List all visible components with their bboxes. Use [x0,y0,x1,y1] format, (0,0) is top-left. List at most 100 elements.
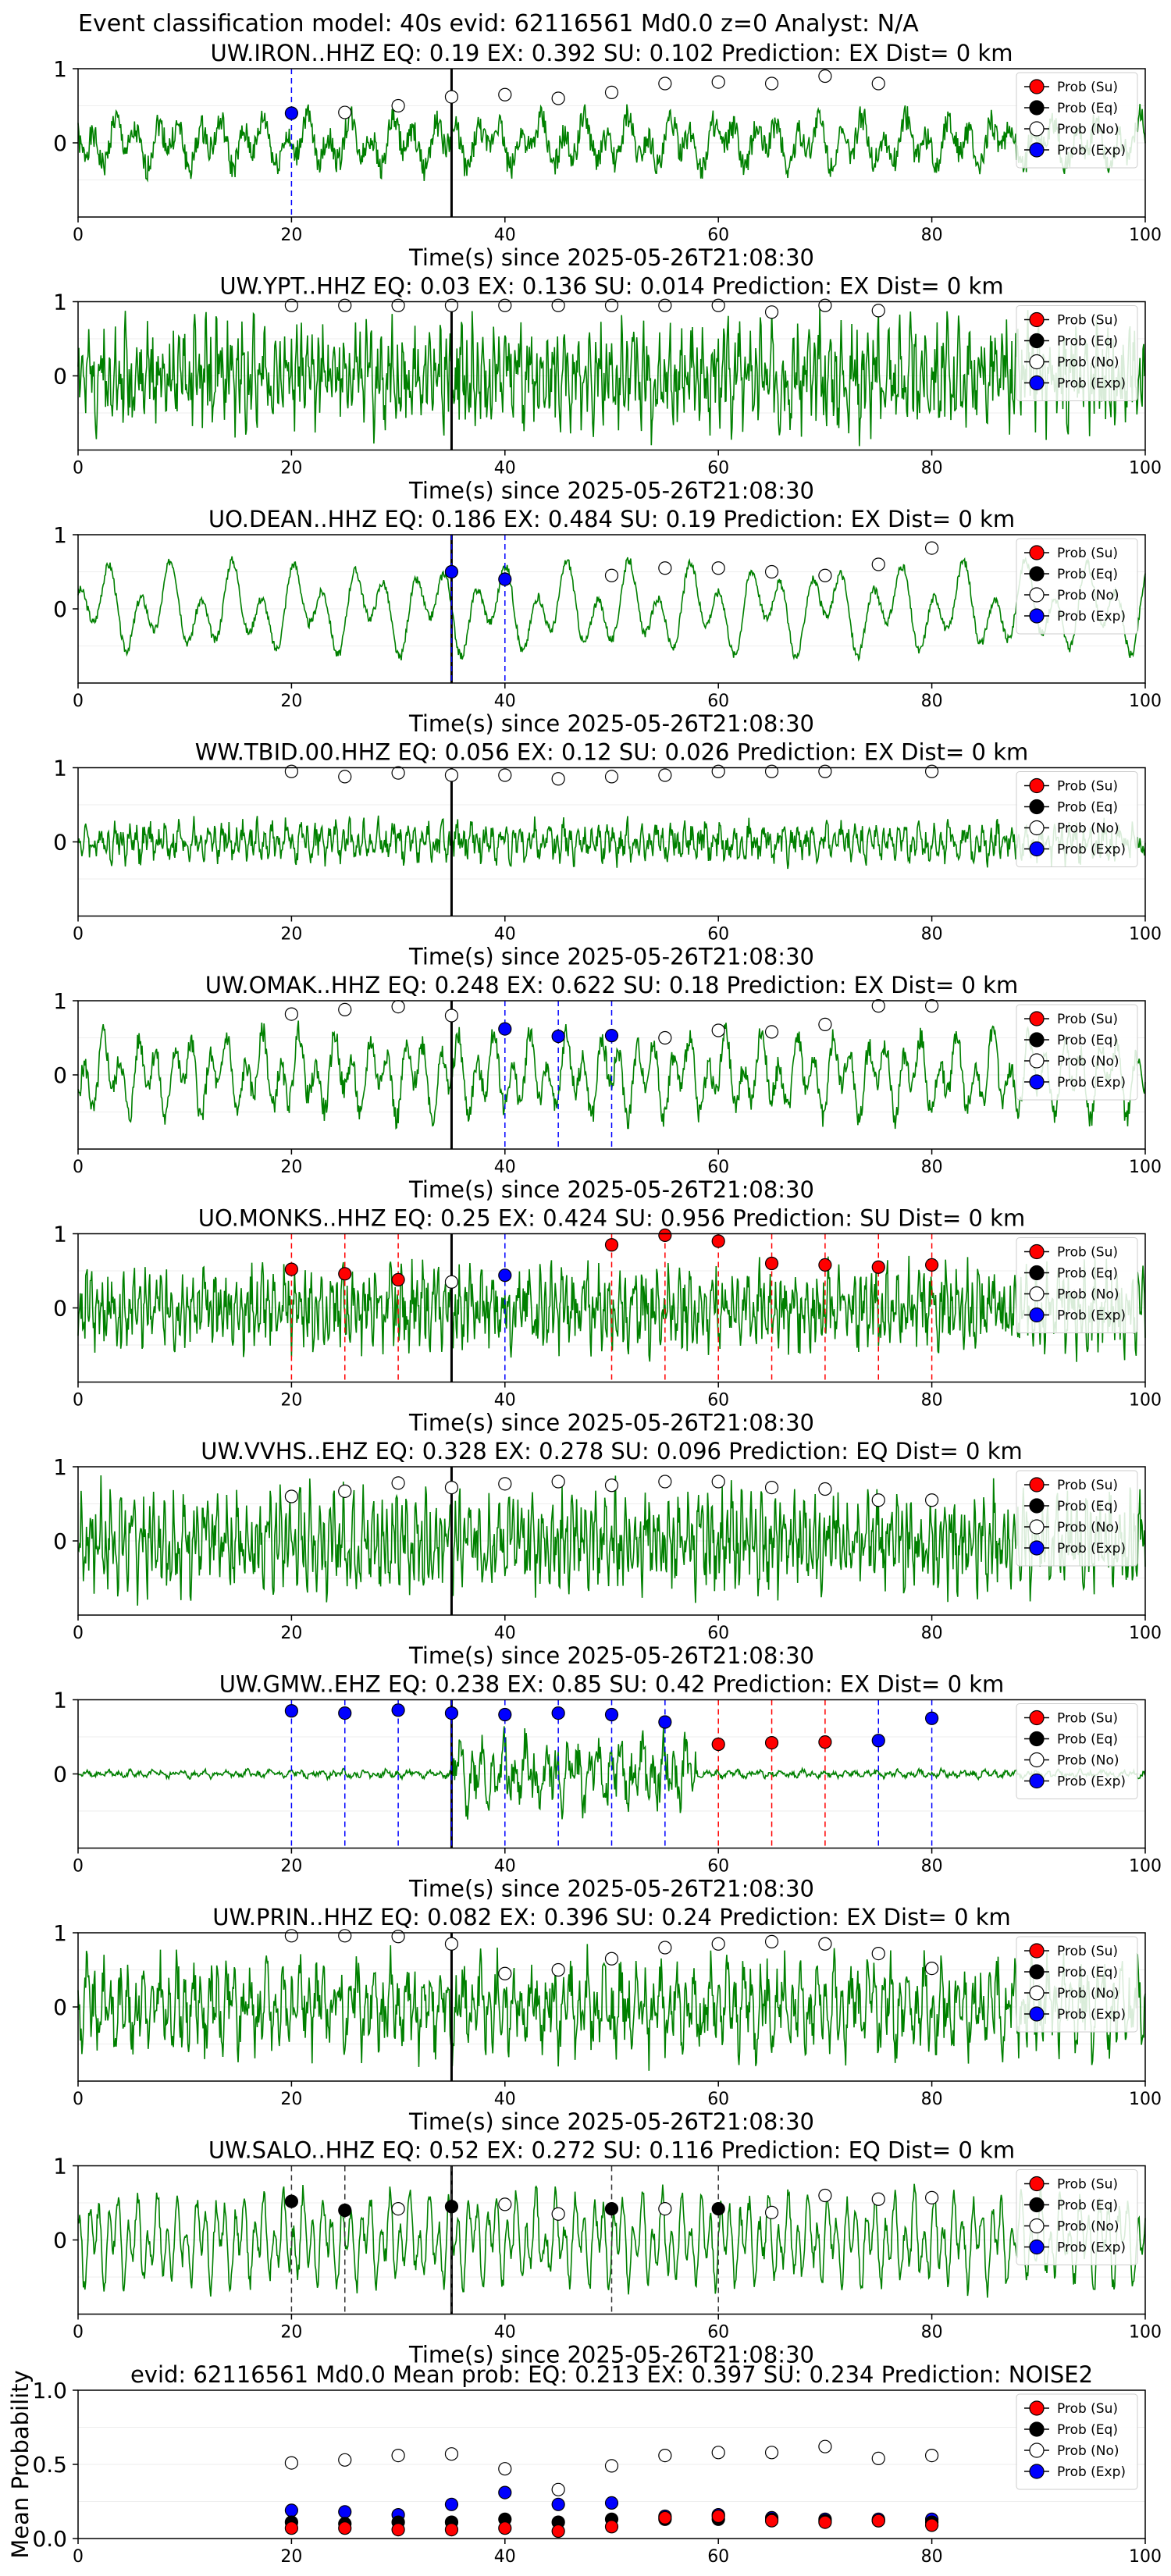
prob-marker-su [338,1267,352,1281]
mean-prob-marker-su [764,2514,779,2528]
prob-marker-no [498,2197,512,2211]
legend-label: Prob (Su) [1057,1245,1118,1261]
legend-label: Prob (Eq) [1057,1266,1118,1282]
legend-label: Prob (Exp) [1057,2240,1126,2256]
x-tick-label: 40 [494,2547,516,2567]
prob-marker-no [711,298,725,312]
x-axis-label: Time(s) since 2025-05-26T21:08:30 [408,944,814,970]
legend-marker [1029,121,1045,137]
mean-prob-marker-exp [444,2497,459,2511]
legend-marker [1029,1752,1045,1768]
prob-marker-exp [498,1022,512,1036]
prob-marker-no [444,768,459,782]
prob-marker-no [551,1475,565,1489]
legend-label: Prob (Eq) [1057,800,1118,816]
station-panel: UW.VVHS..EHZ EQ: 0.328 EX: 0.278 SU: 0.0… [53,1438,1162,1669]
x-tick-label: 60 [707,2547,729,2567]
x-tick-label: 40 [494,1391,516,1411]
prob-marker-exp [551,1706,565,1720]
panel-title: WW.TBID.00.HHZ EQ: 0.056 EX: 0.12 SU: 0.… [195,739,1029,766]
x-tick-label: 20 [280,2090,302,2109]
y-tick-label: 0 [53,596,67,622]
legend-marker [1029,2421,1045,2437]
mean-prob-marker-su [338,2521,352,2535]
y-tick-label: 1 [53,56,67,82]
prob-marker-no [658,768,672,782]
prob-marker-no [658,561,672,575]
y-tick-label: 0 [53,2228,67,2254]
prob-marker-exp [658,1715,672,1729]
x-tick-label: 100 [1129,2090,1162,2109]
prob-marker-exp [444,1706,459,1720]
panel-title: UW.IRON..HHZ EQ: 0.19 EX: 0.392 SU: 0.10… [211,40,1013,66]
x-tick-label: 100 [1129,1391,1162,1411]
x-tick-label: 0 [73,692,84,711]
x-axis-label: Time(s) since 2025-05-26T21:08:30 [408,478,814,504]
prob-marker-no [658,1030,672,1045]
prob-marker-no [924,1493,939,1507]
station-panel: WW.TBID.00.HHZ EQ: 0.056 EX: 0.12 SU: 0.… [53,739,1162,970]
x-tick-label: 40 [494,692,516,711]
prob-marker-no [444,1480,459,1495]
legend-label: Prob (Eq) [1057,567,1118,582]
prob-marker-no [551,2207,565,2221]
x-axis-label: Time(s) since 2025-05-26T21:08:30 [408,1876,814,1902]
prob-marker-eq [284,2194,298,2208]
prob-marker-no [551,772,565,786]
panel-title: UW.PRIN..HHZ EQ: 0.082 EX: 0.396 SU: 0.2… [212,1904,1011,1930]
legend-marker [1029,1011,1045,1026]
x-tick-label: 40 [494,925,516,945]
legend-label: Prob (No) [1057,1054,1119,1069]
prob-marker-no [818,2188,832,2203]
legend: Prob (Su) Prob (Eq) Prob (No) Prob (Exp) [1016,1004,1138,1101]
x-tick-label: 0 [73,1158,84,1177]
prob-marker-no [391,1930,405,1944]
waveform-trace [77,306,1146,447]
panel-title: UO.DEAN..HHZ EQ: 0.186 EX: 0.484 SU: 0.1… [208,506,1015,532]
y-tick-label: 1 [53,522,67,548]
prob-marker-su [284,1262,298,1276]
prob-marker-no [764,564,779,579]
mean-prob-marker-no [444,2447,459,2461]
legend-marker [1029,1498,1045,1514]
station-panel: UW.SALO..HHZ EQ: 0.52 EX: 0.272 SU: 0.11… [53,2137,1162,2368]
x-tick-label: 40 [494,459,516,479]
prob-marker-no [818,1937,832,1951]
legend-label: Prob (Eq) [1057,1033,1118,1048]
x-tick-label: 0 [73,2090,84,2109]
legend-marker [1029,1985,1045,2001]
prob-marker-no [391,766,405,780]
x-tick-label: 0 [73,925,84,945]
prob-marker-no [764,1480,779,1495]
legend-label: Prob (Eq) [1057,1732,1118,1748]
prob-marker-su [818,1258,832,1272]
prob-marker-no [444,298,459,312]
x-tick-label: 40 [494,226,516,245]
mean-probability-panel: evid: 62116561 Md0.0 Mean prob: EQ: 0.21… [7,2361,1162,2567]
x-tick-label: 20 [280,925,302,945]
legend-label: Prob (Su) [1057,546,1118,561]
legend-marker [1029,1731,1045,1747]
legend-label: Prob (Exp) [1057,842,1126,858]
mean-prob-marker-exp [551,2497,565,2511]
legend-marker [1029,841,1045,857]
x-tick-label: 0 [73,1391,84,1411]
x-axis-label: Time(s) since 2025-05-26T21:08:30 [408,2108,814,2135]
prob-marker-su [764,1256,779,1271]
x-tick-label: 80 [921,2547,943,2567]
waveform-trace [77,1944,1146,2071]
legend-marker [1029,820,1045,836]
prob-marker-no [711,561,725,575]
legend-label: Prob (Su) [1057,1944,1118,1959]
station-panel: UW.GMW..EHZ EQ: 0.238 EX: 0.85 SU: 0.42 … [53,1671,1162,1902]
prob-marker-no [658,1941,672,1955]
legend-marker [1029,1477,1045,1493]
mean-prob-marker-su [924,2518,939,2532]
x-tick-label: 100 [1129,925,1162,945]
prob-marker-no [338,105,352,119]
legend-label: Prob (Exp) [1057,2007,1126,2023]
legend-label: Prob (Su) [1057,1478,1118,1493]
y-tick-label: 1 [53,2154,67,2179]
x-tick-label: 60 [707,1158,729,1177]
